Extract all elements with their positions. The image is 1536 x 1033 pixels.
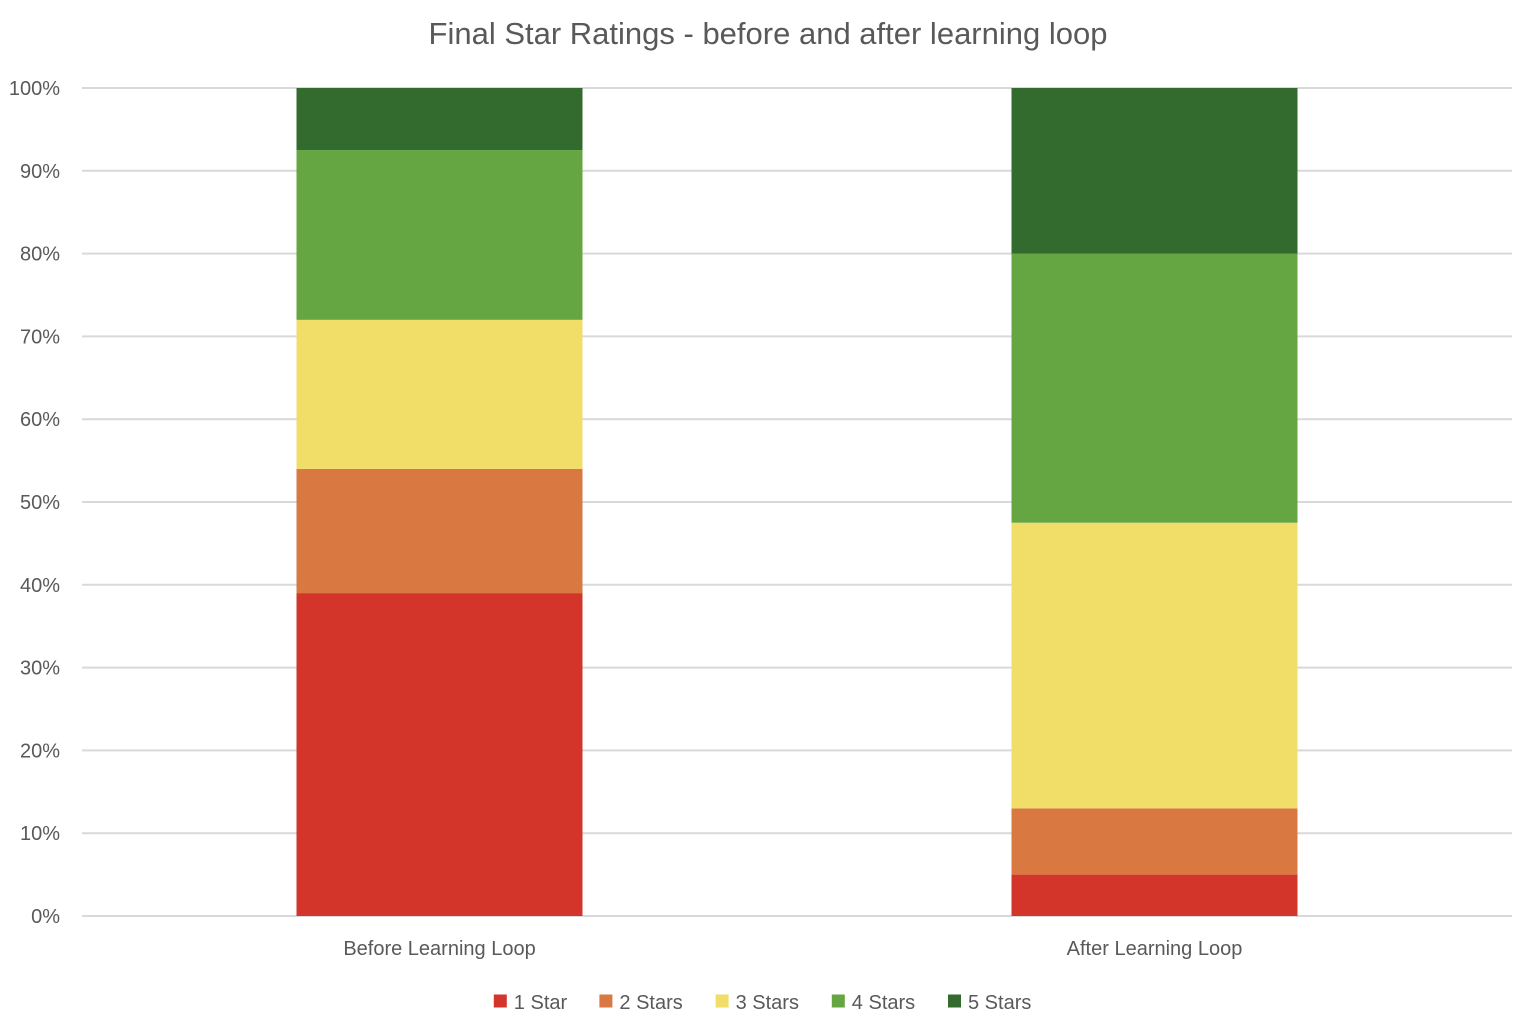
- y-tick-label: 10%: [20, 823, 60, 845]
- bar-segment-2: [1011, 808, 1298, 875]
- bar-segment-5: [296, 88, 583, 151]
- y-tick-label: 60%: [20, 409, 60, 431]
- y-tick-label: 100%: [9, 78, 60, 100]
- bar-segment-3: [1011, 522, 1298, 809]
- bar-segment-5: [1011, 88, 1298, 254]
- y-tick-label: 40%: [20, 575, 60, 597]
- bar-segment-3: [296, 319, 583, 469]
- legend-label: 4 Stars: [852, 992, 915, 1014]
- bar-segment-2: [296, 468, 583, 594]
- y-tick-label: 50%: [20, 492, 60, 514]
- y-tick-label: 20%: [20, 740, 60, 762]
- legend: 1 Star 2 Stars 3 Stars 4 Stars 5 Stars: [493, 992, 1031, 1014]
- chart-title: Final Star Ratings - before and after le…: [429, 16, 1108, 51]
- legend-swatch: [599, 994, 613, 1008]
- x-axis-category-labels: Before Learning Loop After Learning Loop: [343, 938, 1242, 960]
- y-tick-label: 90%: [20, 161, 60, 183]
- y-tick-label: 30%: [20, 658, 60, 680]
- bar-segment-4: [296, 150, 583, 320]
- legend-swatch: [493, 994, 507, 1008]
- legend-label: 1 Star: [514, 992, 568, 1014]
- y-tick-label: 70%: [20, 326, 60, 348]
- legend-swatch: [948, 994, 961, 1008]
- bar-segment-1: [296, 593, 583, 916]
- bar-segment-4: [1011, 253, 1298, 523]
- legend-label: 3 Stars: [736, 992, 799, 1014]
- legend-label: 2 Stars: [619, 992, 682, 1014]
- legend-swatch: [715, 994, 729, 1008]
- legend-swatch: [831, 994, 845, 1008]
- x-category-label: After Learning Loop: [1067, 938, 1243, 960]
- x-category-label: Before Learning Loop: [343, 938, 535, 960]
- y-axis-tick-labels: 0% 10% 20% 30% 40% 50% 60% 70% 80% 90% 100%: [9, 78, 60, 928]
- bars: [296, 88, 1298, 916]
- y-tick-label: 80%: [20, 244, 60, 266]
- bar-segment-1: [1011, 874, 1298, 916]
- legend-label: 5 Stars: [968, 992, 1031, 1014]
- y-tick-label: 0%: [31, 906, 60, 928]
